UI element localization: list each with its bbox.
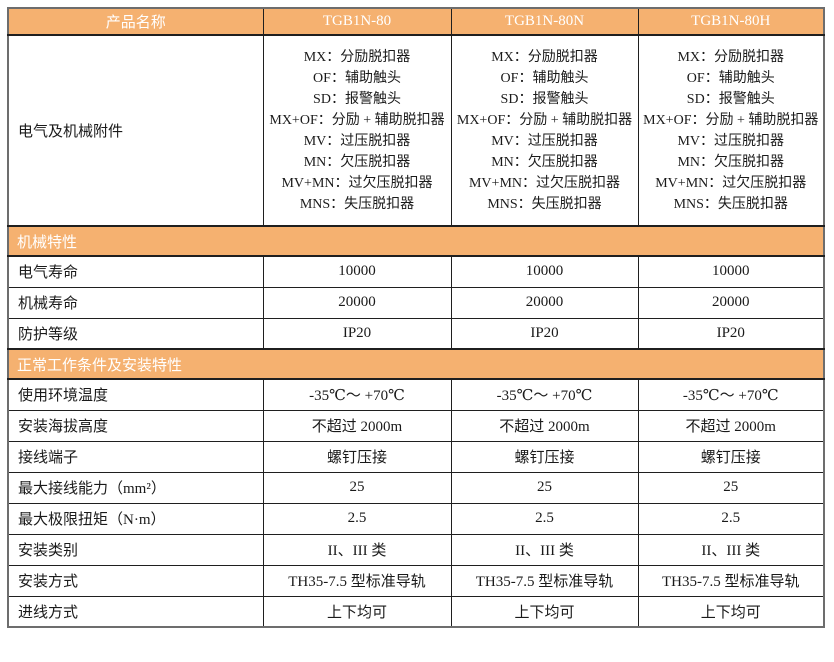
- row-label: 接线端子: [7, 440, 264, 473]
- accessory-item: SD：报警触头: [313, 91, 401, 107]
- row-value: TH35-7.5 型标准导轨: [450, 564, 639, 597]
- row-value: 2.5: [450, 502, 639, 535]
- row-value: IP20: [450, 317, 639, 350]
- row-value: II、III 类: [637, 533, 825, 566]
- row-value: 10000: [637, 255, 825, 288]
- accessory-item: MV+MN：过欠压脱扣器: [468, 175, 620, 191]
- row-value: TH35-7.5 型标准导轨: [637, 564, 825, 597]
- accessory-item: MV：过压脱扣器: [677, 133, 785, 149]
- row-value: -35℃～ +70℃: [262, 378, 452, 411]
- accessory-item: MX+OF：分励 + 辅助脱扣器: [456, 112, 633, 128]
- table-row-max-wiring-capacity: 最大接线能力（mm²） 25 25 25: [7, 471, 825, 504]
- table-row-installation-category: 安装类别 II、III 类 II、III 类 II、III 类: [7, 533, 825, 566]
- accessory-item: MV+MN：过欠压脱扣器: [655, 175, 807, 191]
- row-value: IP20: [262, 317, 452, 350]
- accessory-item: SD：报警触头: [686, 91, 775, 107]
- section-header-working-conditions: 正常工作条件及安装特性: [7, 348, 825, 380]
- row-value: -35℃～ +70℃: [637, 378, 825, 411]
- accessory-item: MV：过压脱扣器: [303, 133, 411, 149]
- accessory-list-col3: MX：分励脱扣器 OF：辅助触头 SD：报警触头 MX+OF：分励 + 辅助脱扣…: [637, 34, 825, 227]
- row-value: 2.5: [262, 502, 452, 535]
- row-value: 上下均可: [262, 595, 452, 628]
- row-value: 25: [637, 471, 825, 504]
- row-value: 上下均可: [637, 595, 825, 628]
- accessory-item: MNS：失压脱扣器: [673, 196, 788, 212]
- accessory-item: MV：过压脱扣器: [491, 133, 598, 149]
- product-spec-table-wrap: 产品名称 TGB1N-80 TGB1N-80N TGB1N-80H 电气及机械附…: [7, 7, 825, 628]
- row-value: IP20: [637, 317, 825, 350]
- accessory-list-col1: MX：分励脱扣器 OF：辅助触头 SD：报警触头 MX+OF：分励 + 辅助脱扣…: [262, 34, 452, 227]
- accessories-row: 电气及机械附件 MX：分励脱扣器 OF：辅助触头 SD：报警触头 MX+OF：分…: [7, 34, 825, 227]
- row-value: II、III 类: [450, 533, 639, 566]
- header-row: 产品名称 TGB1N-80 TGB1N-80N TGB1N-80H: [7, 7, 825, 36]
- accessory-item: MX：分励脱扣器: [491, 49, 598, 65]
- row-value: 20000: [637, 286, 825, 319]
- table-row-installation-method: 安装方式 TH35-7.5 型标准导轨 TH35-7.5 型标准导轨 TH35-…: [7, 564, 825, 597]
- row-value: 25: [262, 471, 452, 504]
- row-label: 机械寿命: [7, 286, 264, 319]
- accessory-item: MX：分励脱扣器: [677, 49, 785, 65]
- header-product-tgb1n-80h: TGB1N-80H: [637, 7, 825, 36]
- accessory-item: OF：辅助触头: [313, 70, 401, 86]
- row-value: 螺钉压接: [637, 440, 825, 473]
- row-value: 螺钉压接: [450, 440, 639, 473]
- product-spec-table: 产品名称 TGB1N-80 TGB1N-80N TGB1N-80H 电气及机械附…: [7, 7, 825, 628]
- table-row-mechanical-life: 机械寿命 20000 20000 20000: [7, 286, 825, 319]
- accessory-item: MX+OF：分励 + 辅助脱扣器: [643, 112, 819, 128]
- row-value: 10000: [450, 255, 639, 288]
- section-header-mechanical: 机械特性: [7, 225, 825, 257]
- row-value: 10000: [262, 255, 452, 288]
- accessory-item: OF：辅助触头: [686, 70, 775, 86]
- row-label: 最大接线能力（mm²）: [7, 471, 264, 504]
- row-value: 不超过 2000m: [262, 409, 452, 442]
- row-label: 最大极限扭矩（N·m）: [7, 502, 264, 535]
- row-value: 2.5: [637, 502, 825, 535]
- table-row-ambient-temperature: 使用环境温度 -35℃～ +70℃ -35℃～ +70℃ -35℃～ +70℃: [7, 378, 825, 411]
- section-title: 机械特性: [7, 225, 825, 257]
- accessory-list-col2: MX：分励脱扣器 OF：辅助触头 SD：报警触头 MX+OF：分励 + 辅助脱扣…: [450, 34, 639, 227]
- accessory-item: MN：欠压脱扣器: [677, 154, 785, 170]
- row-value: TH35-7.5 型标准导轨: [262, 564, 452, 597]
- header-product-name: 产品名称: [7, 7, 264, 36]
- row-value: 25: [450, 471, 639, 504]
- table-row-protection-rating: 防护等级 IP20 IP20 IP20: [7, 317, 825, 350]
- row-label: 安装海拔高度: [7, 409, 264, 442]
- header-product-tgb1n-80: TGB1N-80: [262, 7, 452, 36]
- table-row-max-torque: 最大极限扭矩（N·m） 2.5 2.5 2.5: [7, 502, 825, 535]
- accessory-item: MN：欠压脱扣器: [303, 154, 411, 170]
- row-value: 不超过 2000m: [637, 409, 825, 442]
- row-value: II、III 类: [262, 533, 452, 566]
- accessory-item: MN：欠压脱扣器: [491, 154, 598, 170]
- row-label: 安装类别: [7, 533, 264, 566]
- table-row-incoming-line-method: 进线方式 上下均可 上下均可 上下均可: [7, 595, 825, 628]
- accessory-item: MX：分励脱扣器: [303, 49, 411, 65]
- row-label: 使用环境温度: [7, 378, 264, 411]
- row-value: 螺钉压接: [262, 440, 452, 473]
- row-value: -35℃～ +70℃: [450, 378, 639, 411]
- header-product-tgb1n-80n: TGB1N-80N: [450, 7, 639, 36]
- accessory-item: MX+OF：分励 + 辅助脱扣器: [269, 112, 445, 128]
- row-label: 防护等级: [7, 317, 264, 350]
- table-row-wiring-terminal: 接线端子 螺钉压接 螺钉压接 螺钉压接: [7, 440, 825, 473]
- accessory-item: MV+MN：过欠压脱扣器: [281, 175, 433, 191]
- table-row-electrical-life: 电气寿命 10000 10000 10000: [7, 255, 825, 288]
- accessory-item: OF：辅助触头: [500, 70, 589, 86]
- row-label-accessories: 电气及机械附件: [7, 34, 264, 227]
- row-label: 电气寿命: [7, 255, 264, 288]
- row-value: 20000: [450, 286, 639, 319]
- row-value: 20000: [262, 286, 452, 319]
- row-label: 进线方式: [7, 595, 264, 628]
- accessory-item: MNS：失压脱扣器: [299, 196, 415, 212]
- table-row-installation-altitude: 安装海拔高度 不超过 2000m 不超过 2000m 不超过 2000m: [7, 409, 825, 442]
- row-value: 不超过 2000m: [450, 409, 639, 442]
- accessory-item: MNS：失压脱扣器: [487, 196, 602, 212]
- row-value: 上下均可: [450, 595, 639, 628]
- row-label: 安装方式: [7, 564, 264, 597]
- section-title: 正常工作条件及安装特性: [7, 348, 825, 380]
- accessory-item: SD：报警触头: [500, 91, 589, 107]
